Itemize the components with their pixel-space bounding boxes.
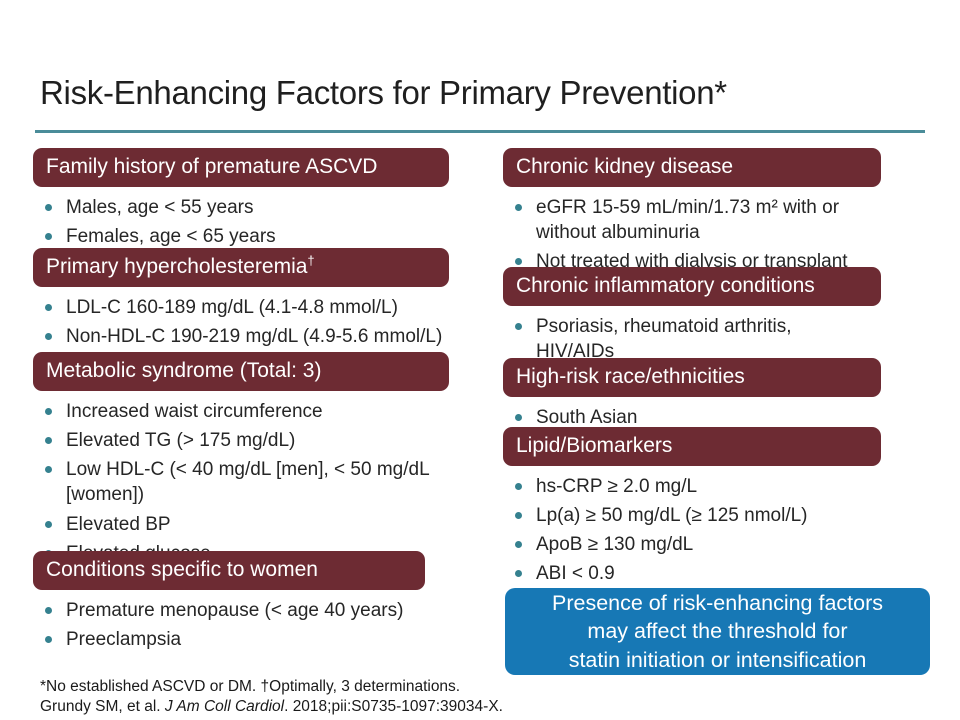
bullet-text: Elevated TG (> 175 mg/dL) (66, 430, 296, 452)
bullet-text: hs-CRP ≥ 2.0 mg/L (536, 476, 698, 498)
bullet-text: Low HDL-C (< 40 mg/dL [men], < 50 mg/dL … (66, 459, 430, 506)
footnote-citation-prefix: Grundy SM, et al. (40, 697, 165, 715)
bullet-list: South Asian (503, 397, 933, 430)
section-title: Primary hypercholesteremia (46, 255, 308, 278)
bullet-item: Premature menopause (< age 40 years) (45, 598, 478, 623)
bullet-text: Preeclampsia (66, 629, 182, 651)
bullet-item: hs-CRP ≥ 2.0 mg/L (515, 474, 933, 499)
section-chronic-inflammatory: Chronic inflammatory conditions Psoriasi… (503, 267, 933, 368)
bullet-text: Premature menopause (< age 40 years) (66, 600, 404, 622)
bullet-text: Increased waist circumference (66, 401, 323, 423)
bullet-text: Lp(a) ≥ 50 mg/dL (≥ 125 nmol/L) (536, 505, 808, 527)
section-title: Chronic inflammatory conditions (516, 274, 815, 297)
bullet-text: Males, age < 55 years (66, 197, 254, 219)
page-title: Risk-Enhancing Factors for Primary Preve… (40, 74, 727, 111)
bullet-list: eGFR 15-59 mL/min/1.73 m² with or withou… (503, 187, 933, 274)
bullet-item: Preeclampsia (45, 627, 478, 652)
section-primary-hypercholesteremia: Primary hypercholesteremia† LDL-C 160-18… (33, 248, 478, 353)
section-header: High-risk race/ethnicities (503, 358, 881, 398)
bullet-dot (45, 233, 52, 241)
footnote-line-2: Grundy SM, et al. J Am Coll Cardiol. 201… (40, 697, 503, 717)
dagger-superscript: † (307, 254, 315, 268)
bullet-item: Females, age < 65 years (45, 224, 478, 249)
section-header: Chronic kidney disease (503, 148, 881, 188)
section-family-history: Family history of premature ASCVD Males,… (33, 148, 478, 253)
section-lipid-biomarkers: Lipid/Biomarkers hs-CRP ≥ 2.0 mg/L Lp(a)… (503, 427, 933, 591)
bullet-list: Premature menopause (< age 40 years) Pre… (33, 590, 478, 652)
bullet-item: Non-HDL-C 190-219 mg/dL (4.9-5.6 mmol/L) (45, 324, 478, 349)
bullet-text: Non-HDL-C 190-219 mg/dL (4.9-5.6 mmol/L) (66, 326, 443, 348)
bullet-text: ApoB ≥ 130 mg/dL (536, 534, 694, 556)
section-title: High-risk race/ethnicities (516, 365, 745, 388)
bullet-dot (45, 636, 52, 644)
footnote-journal-name: J Am Coll Cardiol (164, 697, 285, 715)
bullet-dot (515, 512, 522, 520)
bullet-text: South Asian (536, 407, 638, 429)
callout-box: Presence of risk-enhancing factors may a… (505, 588, 930, 675)
section-header: Conditions specific to women (33, 551, 425, 591)
bullet-item: Psoriasis, rheumatoid arthritis, HIV/AID… (515, 314, 933, 364)
bullet-list: Psoriasis, rheumatoid arthritis, HIV/AID… (503, 306, 933, 364)
section-high-risk-ethnicities: High-risk race/ethnicities South Asian (503, 358, 933, 434)
bullet-dot (515, 414, 522, 422)
bullet-dot (45, 466, 52, 474)
bullet-text: LDL-C 160-189 mg/dL (4.1-4.8 mmol/L) (66, 297, 398, 319)
bullet-item: ApoB ≥ 130 mg/dL (515, 532, 933, 557)
section-title: Family history of premature ASCVD (46, 155, 378, 178)
bullet-text: Elevated BP (66, 513, 171, 535)
bullet-item: Low HDL-C (< 40 mg/dL [men], < 50 mg/dL … (45, 457, 478, 507)
bullet-item: South Asian (515, 405, 933, 430)
bullet-dot (45, 408, 52, 416)
bullet-item: Increased waist circumference (45, 399, 478, 424)
bullet-text: Females, age < 65 years (66, 226, 276, 248)
bullet-item: Males, age < 55 years (45, 195, 478, 220)
bullet-text: Psoriasis, rheumatoid arthritis, HIV/AID… (536, 316, 792, 363)
bullet-item: eGFR 15-59 mL/min/1.73 m² with or withou… (515, 195, 933, 245)
section-title: Lipid/Biomarkers (516, 434, 673, 457)
bullet-item: ABI < 0.9 (515, 561, 933, 586)
section-metabolic-syndrome: Metabolic syndrome (Total: 3) Increased … (33, 352, 478, 570)
bullet-text: ABI < 0.9 (536, 563, 615, 585)
bullet-dot (45, 437, 52, 445)
bullet-list: Increased waist circumference Elevated T… (33, 391, 478, 565)
bullet-item: Elevated TG (> 175 mg/dL) (45, 428, 478, 453)
bullet-dot (515, 570, 522, 578)
callout-line: statin initiation or intensification (568, 647, 867, 672)
bullet-dot (45, 304, 52, 312)
bullet-dot (45, 607, 52, 615)
footnote-citation-suffix: . 2018;pii:S0735-1097:39034-X. (284, 697, 503, 715)
section-header: Family history of premature ASCVD (33, 148, 449, 188)
bullet-dot (515, 204, 522, 212)
callout-line: may affect the threshold for (587, 619, 848, 644)
section-header: Primary hypercholesteremia† (33, 248, 449, 288)
footnote-line-1: *No established ASCVD or DM. †Optimally,… (40, 678, 461, 695)
bullet-item: LDL-C 160-189 mg/dL (4.1-4.8 mmol/L) (45, 295, 478, 320)
bullet-dot (45, 333, 52, 341)
bullet-item: Lp(a) ≥ 50 mg/dL (≥ 125 nmol/L) (515, 503, 933, 528)
section-title: Conditions specific to women (46, 558, 318, 581)
title-underline (35, 130, 925, 133)
bullet-dot (515, 323, 522, 331)
section-conditions-women: Conditions specific to women Premature m… (33, 551, 478, 656)
bullet-dot (45, 520, 52, 528)
section-chronic-kidney-disease: Chronic kidney disease eGFR 15-59 mL/min… (503, 148, 933, 278)
bullet-text: eGFR 15-59 mL/min/1.73 m² with or withou… (536, 197, 840, 244)
bullet-list: Males, age < 55 years Females, age < 65 … (33, 187, 478, 249)
section-header: Lipid/Biomarkers (503, 427, 881, 467)
section-title: Chronic kidney disease (516, 155, 734, 178)
bullet-list: hs-CRP ≥ 2.0 mg/L Lp(a) ≥ 50 mg/dL (≥ 12… (503, 466, 933, 586)
bullet-item: Elevated BP (45, 512, 478, 537)
section-header: Metabolic syndrome (Total: 3) (33, 352, 449, 392)
bullet-dot (45, 204, 52, 212)
callout-line: Presence of risk-enhancing factors (551, 590, 884, 615)
bullet-dot (515, 483, 522, 491)
bullet-dot (515, 541, 522, 549)
section-header: Chronic inflammatory conditions (503, 267, 881, 307)
section-title: Metabolic syndrome (Total: 3) (46, 359, 322, 382)
bullet-list: LDL-C 160-189 mg/dL (4.1-4.8 mmol/L) Non… (33, 287, 478, 349)
bullet-dot (515, 258, 522, 266)
footnote: *No established ASCVD or DM. †Optimally,… (40, 677, 503, 717)
